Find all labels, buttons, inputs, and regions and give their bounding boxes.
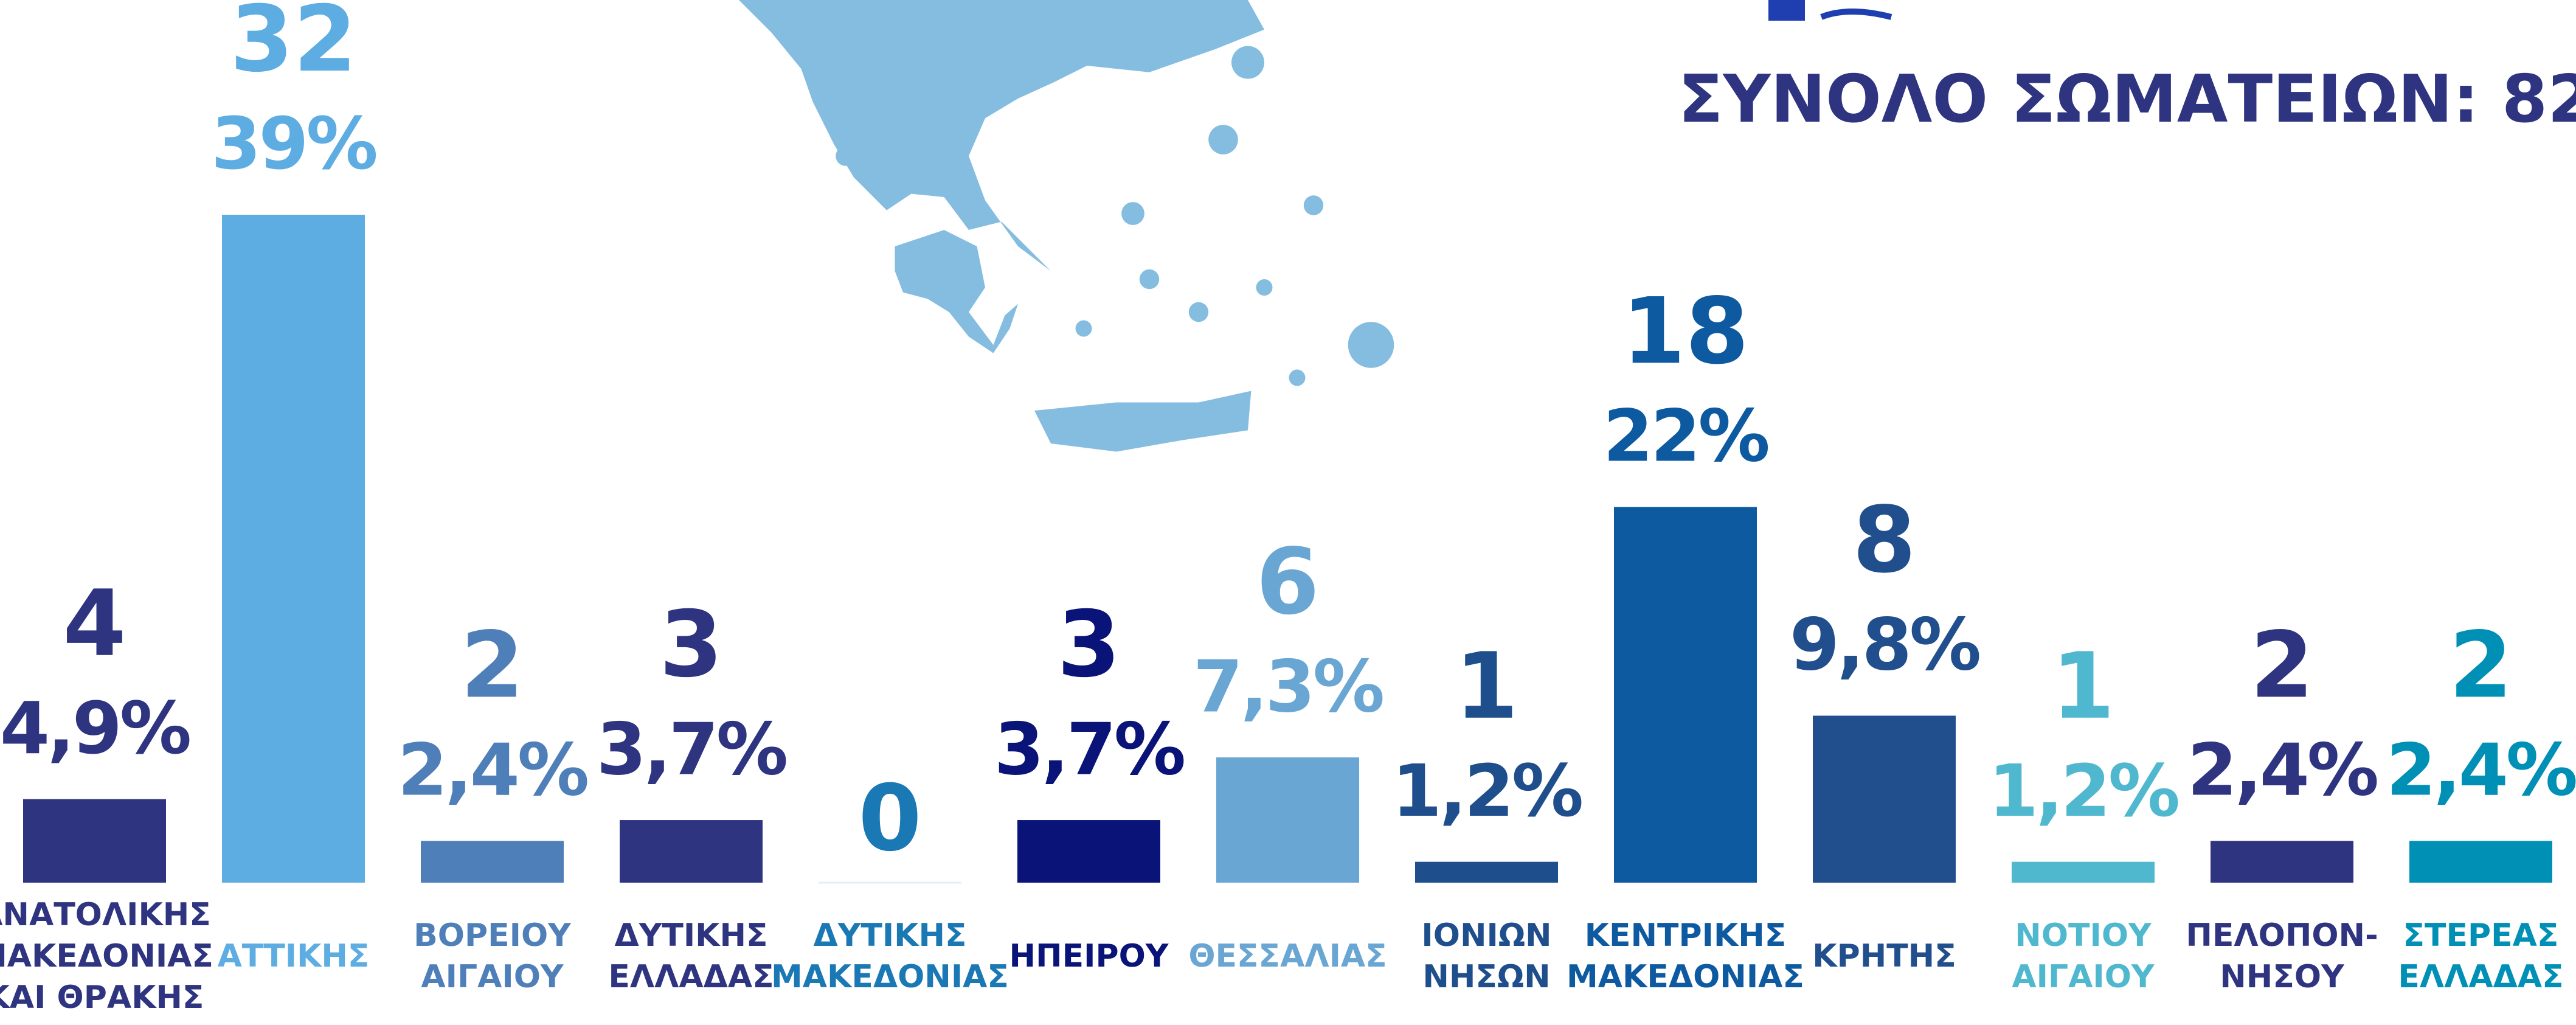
value-label: 6 (1256, 529, 1319, 635)
category-label: ΔΥΤΙΚΗΣ ΕΛΛΑΔΑΣ (608, 917, 774, 995)
category-line: ΒΟΡΕΙΟΥ (414, 917, 572, 954)
value-label: 2 (460, 613, 524, 718)
category-line: ΝΟΤΙΟΥ (2015, 917, 2152, 954)
value-label: 32 (230, 0, 357, 92)
category-line: ΕΛΛΑΔΑΣ (608, 959, 774, 995)
value-label: 2 (2250, 613, 2313, 718)
bar (1017, 820, 1160, 883)
percent-label: 9,8% (1790, 603, 1979, 687)
category-label: ΙΟΝΙΩΝ ΝΗΣΩΝ (1421, 917, 1551, 995)
bar (222, 215, 365, 883)
logo (1820, 9, 1892, 20)
value-label: 3 (1057, 592, 1120, 698)
logo (1768, 0, 1805, 21)
category-label: ΑΤΤΙΚΗΣ (218, 938, 370, 975)
category-label: ΘΕΣΣΑΛΙΑΣ (1188, 938, 1387, 975)
category-label: ΒΟΡΕΙΟΥ ΑΙΓΑΙΟΥ (414, 917, 572, 995)
category-line: ΚΕΝΤΡΙΚΗΣ (1585, 917, 1787, 954)
category-line: ΚΑΙ ΘΡΑΚΗΣ (0, 979, 204, 1016)
value-label: 1 (1455, 634, 1518, 740)
percent-label: 2,4% (398, 728, 587, 812)
category-line: ΜΑΚΕΔΟΝΙΑΣ (1567, 959, 1804, 995)
value-label: 8 (1852, 488, 1916, 594)
category-line: ΜΑΚΕΔΟΝΙΑΣ (771, 959, 1009, 995)
bar (620, 820, 763, 883)
percent-label: 2,4% (2386, 728, 2576, 812)
category-line: ΜΑΚΕΔΟΝΙΑΣ (0, 938, 213, 975)
category-line: ΝΗΣΩΝ (1422, 959, 1550, 995)
value-label: 0 (858, 766, 921, 872)
chart-title: ΣΥΝΟΛΟ ΣΩΜΑΤΕΙΩΝ: 82 (1678, 61, 2576, 137)
bar (421, 841, 564, 883)
percent-label: 1,2% (1392, 749, 1582, 833)
bar (2012, 861, 2155, 883)
percent-label: 7,3% (1193, 644, 1383, 728)
value-label: 18 (1622, 279, 1749, 384)
category-line: ΘΕΣΣΑΛΙΑΣ (1188, 938, 1387, 975)
category-line: ΔΥΤΙΚΗΣ (813, 917, 966, 954)
category-label: ΠΕΛΟΠΟΝ- ΝΗΣΟΥ (2186, 917, 2378, 995)
category-line: ΚΡΗΤΗΣ (1812, 938, 1956, 975)
percent-label: 3,7% (597, 707, 786, 791)
category-line: ΑΤΤΙΚΗΣ (218, 938, 370, 975)
percent-label: 39% (211, 102, 376, 186)
category-line: ΕΛΛΑΔΑΣ (2398, 959, 2563, 995)
percent-label: 3,7% (994, 707, 1184, 791)
category-label: ΚΕΝΤΡΙΚΗΣ ΜΑΚΕΔΟΝΙΑΣ (1567, 917, 1804, 995)
bar (2211, 841, 2353, 883)
value-label: 2 (2449, 613, 2512, 718)
category-label: ΔΥΤΙΚΗΣ ΜΑΚΕΔΟΝΙΑΣ (771, 917, 1009, 995)
category-line: ΣΤΕΡΕΑΣ (2403, 917, 2559, 954)
bar (1813, 715, 1956, 883)
category-line: ΑΝΑΤΟΛΙΚΗΣ (0, 897, 211, 933)
bar (1415, 861, 1558, 883)
bar (23, 799, 166, 883)
bar (1614, 507, 1757, 883)
percent-label: 2,4% (2187, 728, 2377, 812)
bar (2409, 841, 2552, 883)
bar (1216, 757, 1359, 883)
category-line: ΙΟΝΙΩΝ (1421, 917, 1551, 954)
category-line: ΑΙΓΑΙΟΥ (2012, 959, 2155, 995)
category-line: ΝΗΣΟΥ (2220, 959, 2345, 995)
greece-map (739, 0, 1394, 452)
value-label: 4 (63, 571, 126, 677)
percent-label: 22% (1603, 394, 1768, 478)
category-label: ΚΡΗΤΗΣ (1812, 938, 1956, 975)
category-label: ΣΤΕΡΕΑΣ ΕΛΛΑΔΑΣ (2398, 917, 2563, 995)
category-label: ΝΟΤΙΟΥ ΑΙΓΑΙΟΥ (2012, 917, 2155, 995)
category-line: ΠΕΛΟΠΟΝ- (2186, 917, 2378, 954)
percent-label: 4,9% (0, 686, 190, 770)
category-line: ΑΙΓΑΙΟΥ (421, 959, 564, 995)
category-line: ΔΥΤΙΚΗΣ (614, 917, 767, 954)
category-line: ΗΠΕΙΡΟΥ (1009, 938, 1169, 975)
value-label: 1 (2051, 634, 2114, 740)
percent-label: 1,2% (1989, 749, 2178, 833)
category-label: ΗΠΕΙΡΟΥ (1009, 938, 1169, 975)
category-label: ΑΝΑΤΟΛΙΚΗΣ ΜΑΚΕΔΟΝΙΑΣ ΚΑΙ ΘΡΑΚΗΣ (0, 897, 213, 1016)
value-label: 3 (659, 592, 722, 698)
